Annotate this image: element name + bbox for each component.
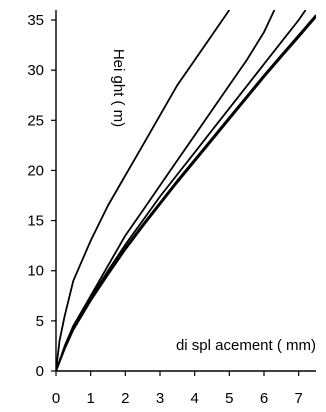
- y-tick-label: 25: [27, 112, 44, 129]
- series-group: [56, 10, 316, 371]
- x-axis-title: di spl acement ( mm): [176, 337, 316, 354]
- y-tick-label: 15: [27, 213, 44, 230]
- series-line-3: [56, 10, 307, 371]
- x-tick-label: 1: [86, 390, 94, 407]
- series-line-4: [56, 14, 316, 371]
- x-tick-label: 6: [260, 390, 268, 407]
- y-axis-title: Hei ght ( m): [110, 49, 127, 127]
- y-tick-label: 10: [27, 263, 44, 280]
- x-tick-label: 2: [121, 390, 129, 407]
- series-line-5: [56, 16, 316, 371]
- series-line-1: [56, 10, 231, 371]
- x-tick-label: 3: [156, 390, 164, 407]
- x-tick-label: 5: [225, 390, 233, 407]
- x-tick-label: 0: [52, 390, 60, 407]
- y-tick-label: 5: [36, 313, 44, 330]
- y-tick-label: 20: [27, 162, 44, 179]
- y-tick-label: 30: [27, 62, 44, 79]
- x-tick-label: 4: [190, 390, 198, 407]
- y-tick-label: 35: [27, 12, 44, 29]
- y-tick-label: 0: [36, 363, 44, 380]
- axes-group: [55, 10, 316, 372]
- ticks-group: 0 5 10 15 20 25 30 35 0 1 2 3 4 5 6 7: [27, 12, 303, 407]
- series-line-2: [56, 10, 276, 371]
- x-tick-label: 7: [294, 390, 302, 407]
